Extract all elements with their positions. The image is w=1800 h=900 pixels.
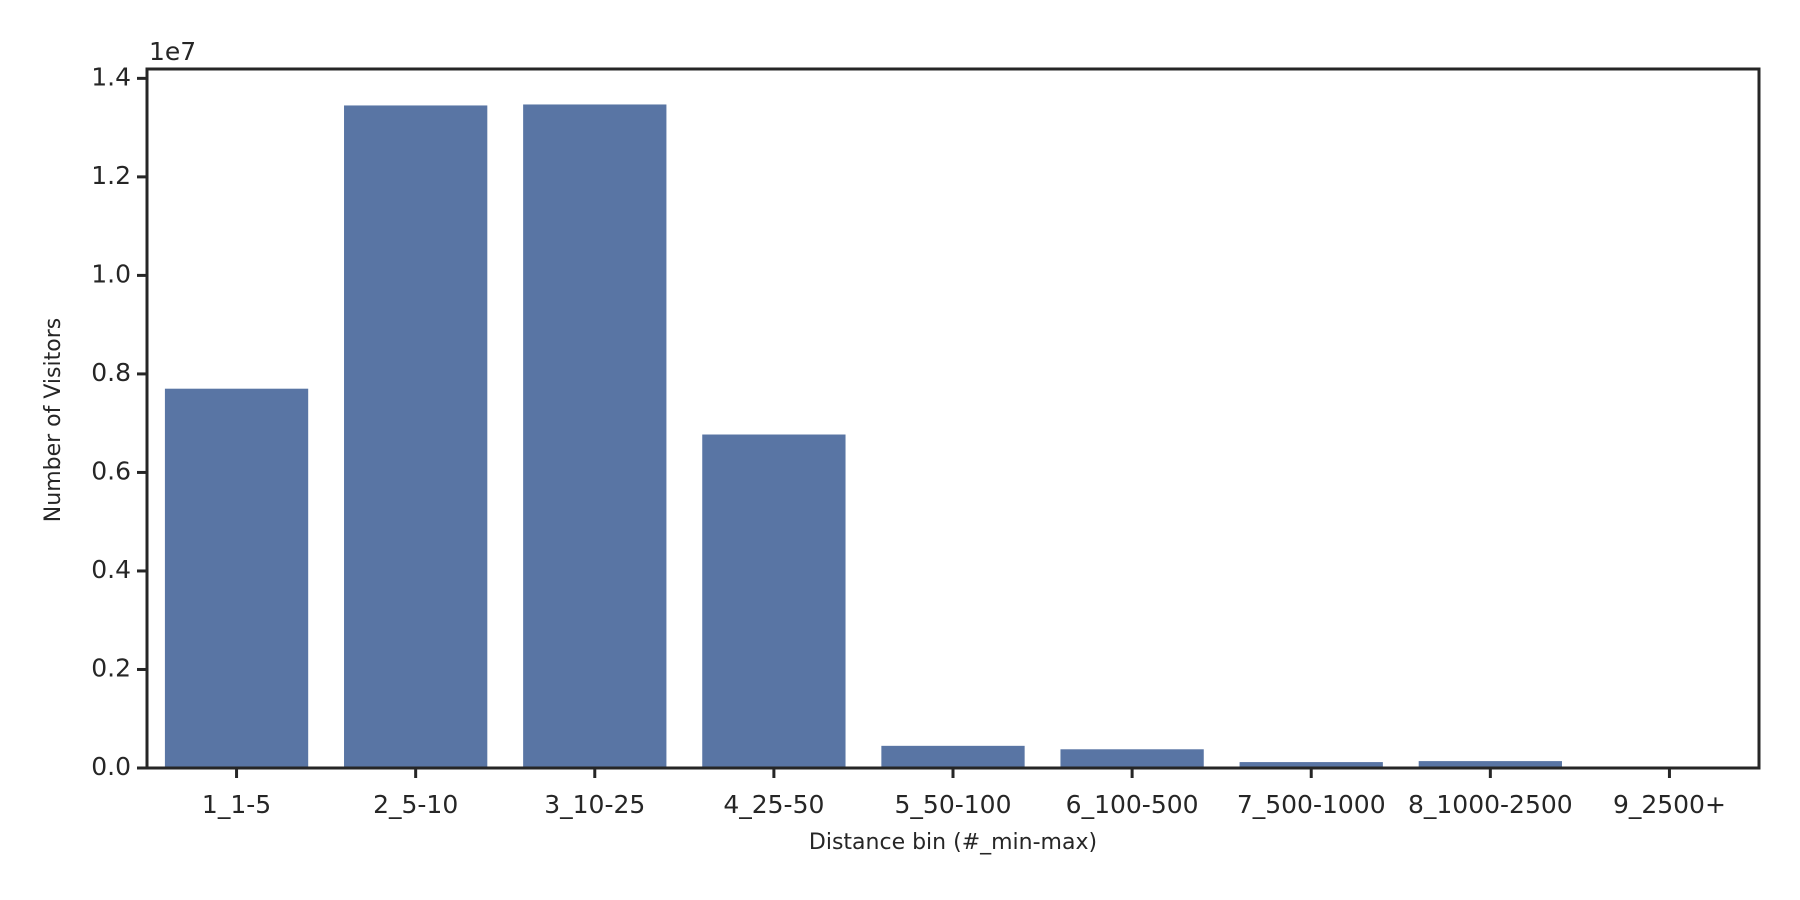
x-tick-label: 2_5-10 (373, 790, 458, 819)
y-tick-label: 0.8 (91, 358, 131, 387)
x-tick-label: 9_2500+ (1613, 790, 1726, 819)
y-tick-label: 1.0 (91, 259, 131, 288)
x-tick-label: 8_1000-2500 (1408, 790, 1573, 819)
x-tick-label: 7_500-1000 (1237, 790, 1386, 819)
y-tick-label: 0.6 (91, 456, 131, 485)
y-tick-label: 1.4 (91, 62, 131, 91)
bar (523, 104, 667, 769)
bar (1239, 762, 1383, 768)
y-tick-label: 0.2 (91, 653, 131, 682)
y-tick-label: 0.0 (91, 752, 131, 781)
plot-frame (145, 67, 1761, 770)
bar (344, 105, 488, 768)
x-tick-label: 5_50-100 (895, 790, 1012, 819)
bar (881, 745, 1025, 768)
x-axis-label: Distance bin (#_min-max) (809, 830, 1097, 855)
x-tick-label: 6_100-500 (1066, 790, 1199, 819)
x-tick-label: 3_10-25 (544, 790, 645, 819)
y-offset-label: 1e7 (149, 37, 196, 66)
y-axis-label: Number of Visitors (41, 318, 66, 522)
bar (1060, 749, 1204, 768)
bar (1418, 761, 1562, 768)
x-tick-label: 1_1-5 (202, 790, 271, 819)
x-tick-label: 4_25-50 (723, 790, 824, 819)
bar (702, 434, 846, 768)
y-tick-label: 0.4 (91, 555, 131, 584)
y-tick-label: 1.2 (91, 161, 131, 190)
bar (164, 388, 309, 768)
